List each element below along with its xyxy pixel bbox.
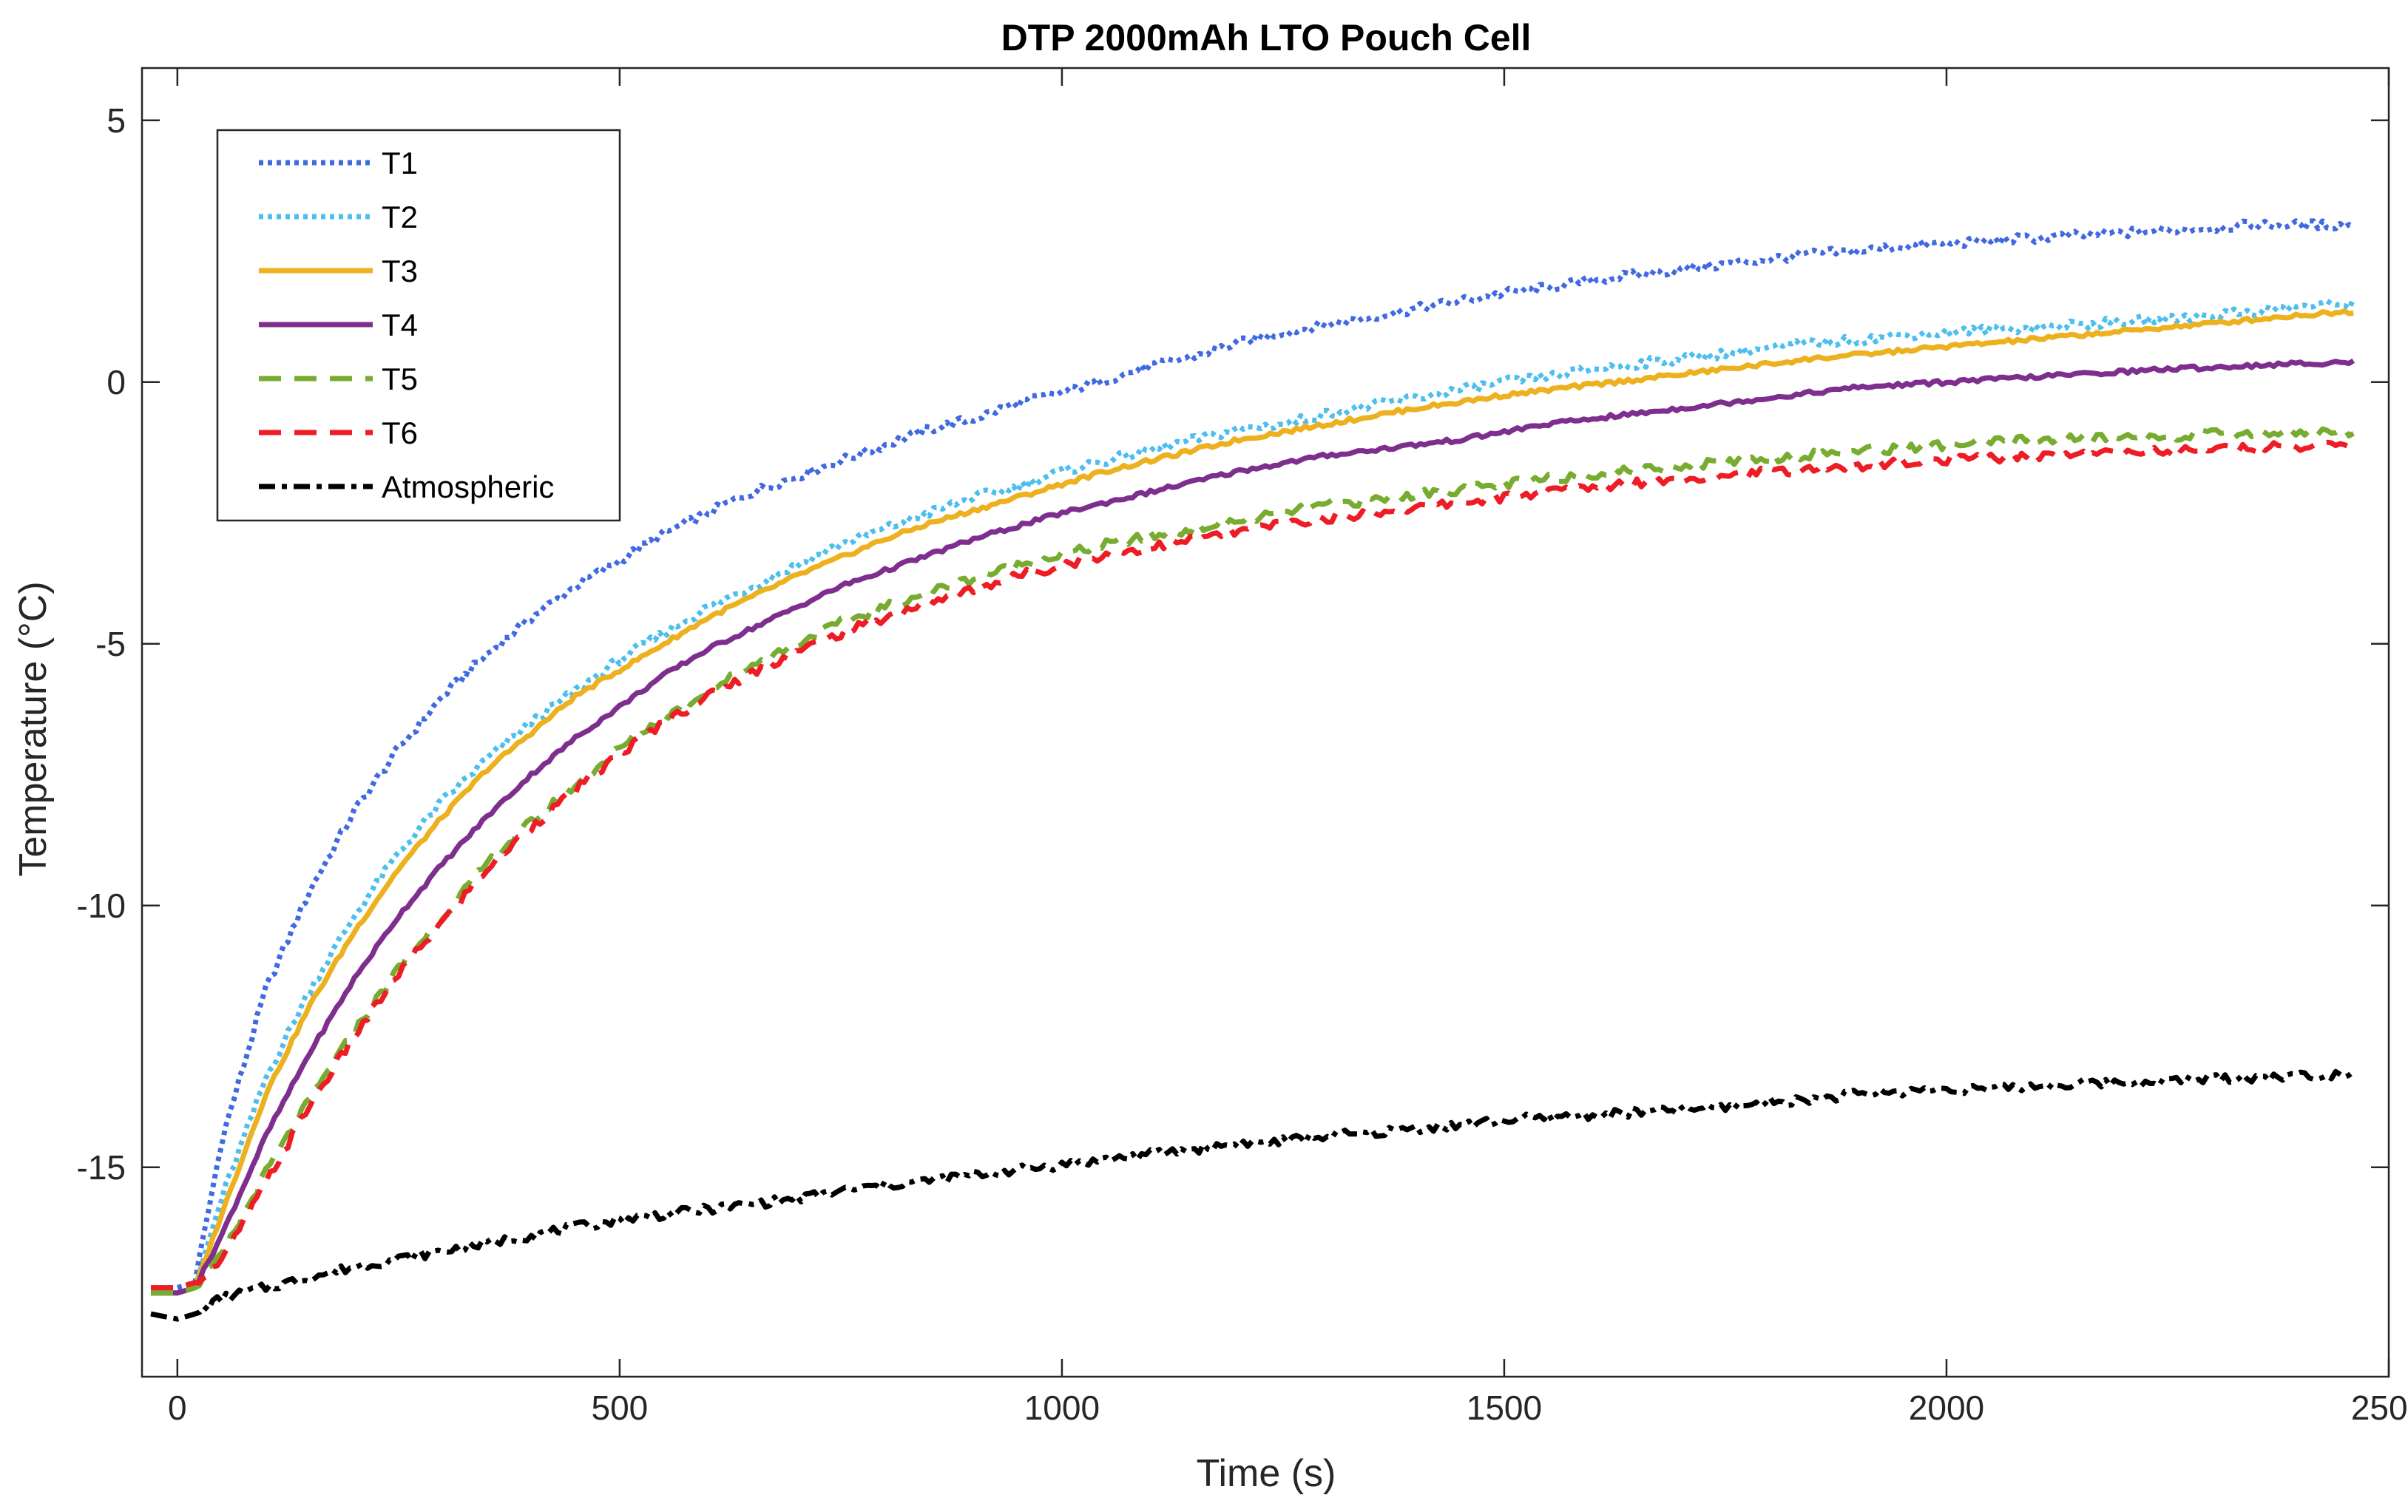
series-line-t3 bbox=[151, 308, 2354, 1296]
y-axis: 5 0 -5 -10 -15 bbox=[77, 101, 2389, 1187]
series-line-t6 bbox=[151, 439, 2355, 1291]
plot-area bbox=[150, 218, 2356, 1322]
x-tick-label: 0 bbox=[168, 1389, 187, 1427]
x-tick-label: 2000 bbox=[1909, 1389, 1984, 1427]
series-line-t2 bbox=[151, 298, 2356, 1296]
x-tick-label: 1000 bbox=[1024, 1389, 1100, 1427]
series-line-t4 bbox=[151, 358, 2355, 1296]
x-tick-label: 2500 bbox=[2351, 1389, 2408, 1427]
y-axis-label: Temperature (°C) bbox=[12, 581, 55, 876]
axes-frame bbox=[141, 67, 2390, 1378]
x-tick-label: 500 bbox=[591, 1389, 648, 1427]
x-tick-label: 1500 bbox=[1467, 1389, 1542, 1427]
legend-label-t2: T2 bbox=[382, 200, 418, 234]
legend-label-t4: T4 bbox=[382, 308, 418, 342]
y-tick-label: -15 bbox=[77, 1148, 126, 1187]
legend-label-t5: T5 bbox=[382, 362, 418, 396]
x-axis-label: Time (s) bbox=[1197, 1452, 1336, 1495]
y-tick-label: 5 bbox=[106, 101, 126, 140]
series-line-t1 bbox=[151, 218, 2355, 1291]
y-tick-label: -10 bbox=[77, 886, 126, 925]
y-tick-label: 0 bbox=[106, 363, 126, 401]
y-tick-label: -5 bbox=[95, 625, 126, 663]
legend-label-t3: T3 bbox=[382, 254, 418, 288]
legend-label-atmospheric: Atmospheric bbox=[382, 469, 554, 504]
chart-title: DTP 2000mAh LTO Pouch Cell bbox=[1001, 17, 1532, 58]
x-axis: 0 500 1000 1500 2000 2500 bbox=[168, 68, 2408, 1427]
legend-label-t1: T1 bbox=[382, 146, 418, 180]
legend: T1 T2 T3 T4 T5 T6 Atmospheric bbox=[216, 129, 621, 522]
legend-label-t6: T6 bbox=[382, 416, 418, 450]
